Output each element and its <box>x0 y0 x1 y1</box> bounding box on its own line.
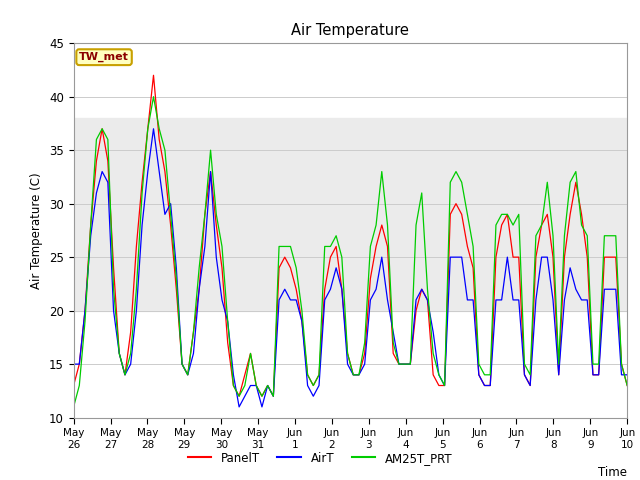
Y-axis label: Air Temperature (C): Air Temperature (C) <box>31 172 44 288</box>
AirT <box>429 329 437 335</box>
AirT <box>236 404 243 410</box>
Legend: PanelT, AirT, AM25T_PRT: PanelT, AirT, AM25T_PRT <box>183 447 457 469</box>
AirT <box>504 254 511 260</box>
AM25T_PRT <box>383 222 391 228</box>
PanelT <box>504 212 511 217</box>
PanelT <box>150 72 157 78</box>
AM25T_PRT <box>623 383 631 388</box>
Text: Time: Time <box>598 466 627 479</box>
PanelT <box>104 158 112 164</box>
AirT <box>70 361 77 367</box>
AM25T_PRT <box>70 404 77 410</box>
AirT <box>389 329 397 335</box>
Line: PanelT: PanelT <box>74 75 627 396</box>
AirT <box>104 180 112 185</box>
PanelT <box>429 372 437 378</box>
AM25T_PRT <box>150 94 157 99</box>
AM25T_PRT <box>338 254 346 260</box>
Line: AM25T_PRT: AM25T_PRT <box>74 96 627 407</box>
AirT <box>623 372 631 378</box>
Text: TW_met: TW_met <box>79 52 129 62</box>
AirT <box>150 126 157 132</box>
Bar <box>74 118 627 311</box>
AM25T_PRT <box>498 212 506 217</box>
Line: AirT: AirT <box>74 129 627 407</box>
PanelT <box>70 383 77 388</box>
AM25T_PRT <box>115 350 123 356</box>
AirT <box>115 350 123 356</box>
AM25T_PRT <box>104 137 112 143</box>
PanelT <box>115 350 123 356</box>
Title: Air Temperature: Air Temperature <box>291 23 410 38</box>
PanelT <box>389 350 397 356</box>
PanelT <box>623 383 631 388</box>
PanelT <box>344 350 351 356</box>
AM25T_PRT <box>424 287 431 292</box>
PanelT <box>236 393 243 399</box>
AirT <box>344 361 351 367</box>
